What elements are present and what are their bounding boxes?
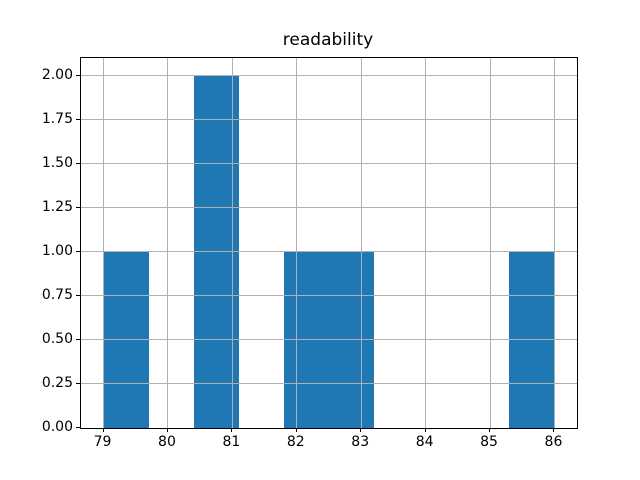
- horizontal-gridline: [81, 383, 577, 385]
- horizontal-gridline: [81, 75, 577, 77]
- x-tick-label: 79: [93, 434, 112, 450]
- y-tick-mark: [76, 382, 80, 384]
- vertical-gridline: [231, 58, 233, 428]
- y-tick-label: 0.50: [41, 330, 73, 347]
- y-tick-mark: [76, 250, 80, 252]
- y-tick-label: 0.00: [41, 419, 73, 435]
- y-tick-mark: [76, 118, 80, 120]
- x-tick-mark: [360, 428, 362, 432]
- y-tick-mark: [76, 427, 80, 428]
- x-tick-mark: [166, 428, 168, 432]
- horizontal-gridline: [81, 163, 577, 165]
- horizontal-gridline: [81, 295, 577, 297]
- horizontal-gridline: [81, 339, 577, 341]
- horizontal-gridline: [81, 119, 577, 121]
- vertical-gridline: [103, 58, 105, 428]
- vertical-gridline: [360, 58, 362, 428]
- plot-area: [80, 57, 578, 429]
- vertical-gridline: [553, 58, 555, 428]
- x-tick-mark: [553, 428, 555, 432]
- y-tick-label: 1.50: [41, 154, 73, 171]
- x-tick-mark: [102, 428, 104, 432]
- x-tick-mark: [424, 428, 426, 432]
- vertical-gridline: [425, 58, 427, 428]
- y-tick-label: 2.00: [41, 66, 73, 83]
- vertical-gridline: [296, 58, 298, 428]
- x-tick-mark: [231, 428, 233, 432]
- x-tick-label: 82: [286, 434, 305, 450]
- x-tick-mark: [295, 428, 297, 432]
- x-tick-label: 80: [158, 434, 176, 450]
- x-tick-mark: [489, 428, 491, 432]
- y-tick-label: 1.25: [41, 198, 73, 215]
- y-tick-mark: [76, 162, 80, 164]
- x-tick-label: 85: [480, 434, 498, 450]
- y-tick-label: 1.75: [41, 110, 73, 127]
- chart-title: readability: [282, 30, 374, 50]
- y-tick-mark: [76, 294, 80, 296]
- x-tick-label: 86: [544, 434, 563, 450]
- x-tick-label: 81: [222, 434, 241, 450]
- y-tick-mark: [76, 206, 80, 208]
- y-tick-mark: [76, 74, 80, 76]
- x-tick-label: 84: [415, 434, 434, 450]
- vertical-gridline: [489, 58, 491, 428]
- y-tick-label: 0.25: [41, 374, 73, 391]
- y-tick-label: 0.75: [41, 286, 73, 303]
- y-tick-mark: [76, 338, 80, 340]
- y-tick-label: 1.00: [41, 242, 73, 259]
- horizontal-gridline: [81, 207, 577, 209]
- x-tick-label: 83: [351, 434, 370, 450]
- vertical-gridline: [167, 58, 169, 428]
- horizontal-gridline: [81, 251, 577, 253]
